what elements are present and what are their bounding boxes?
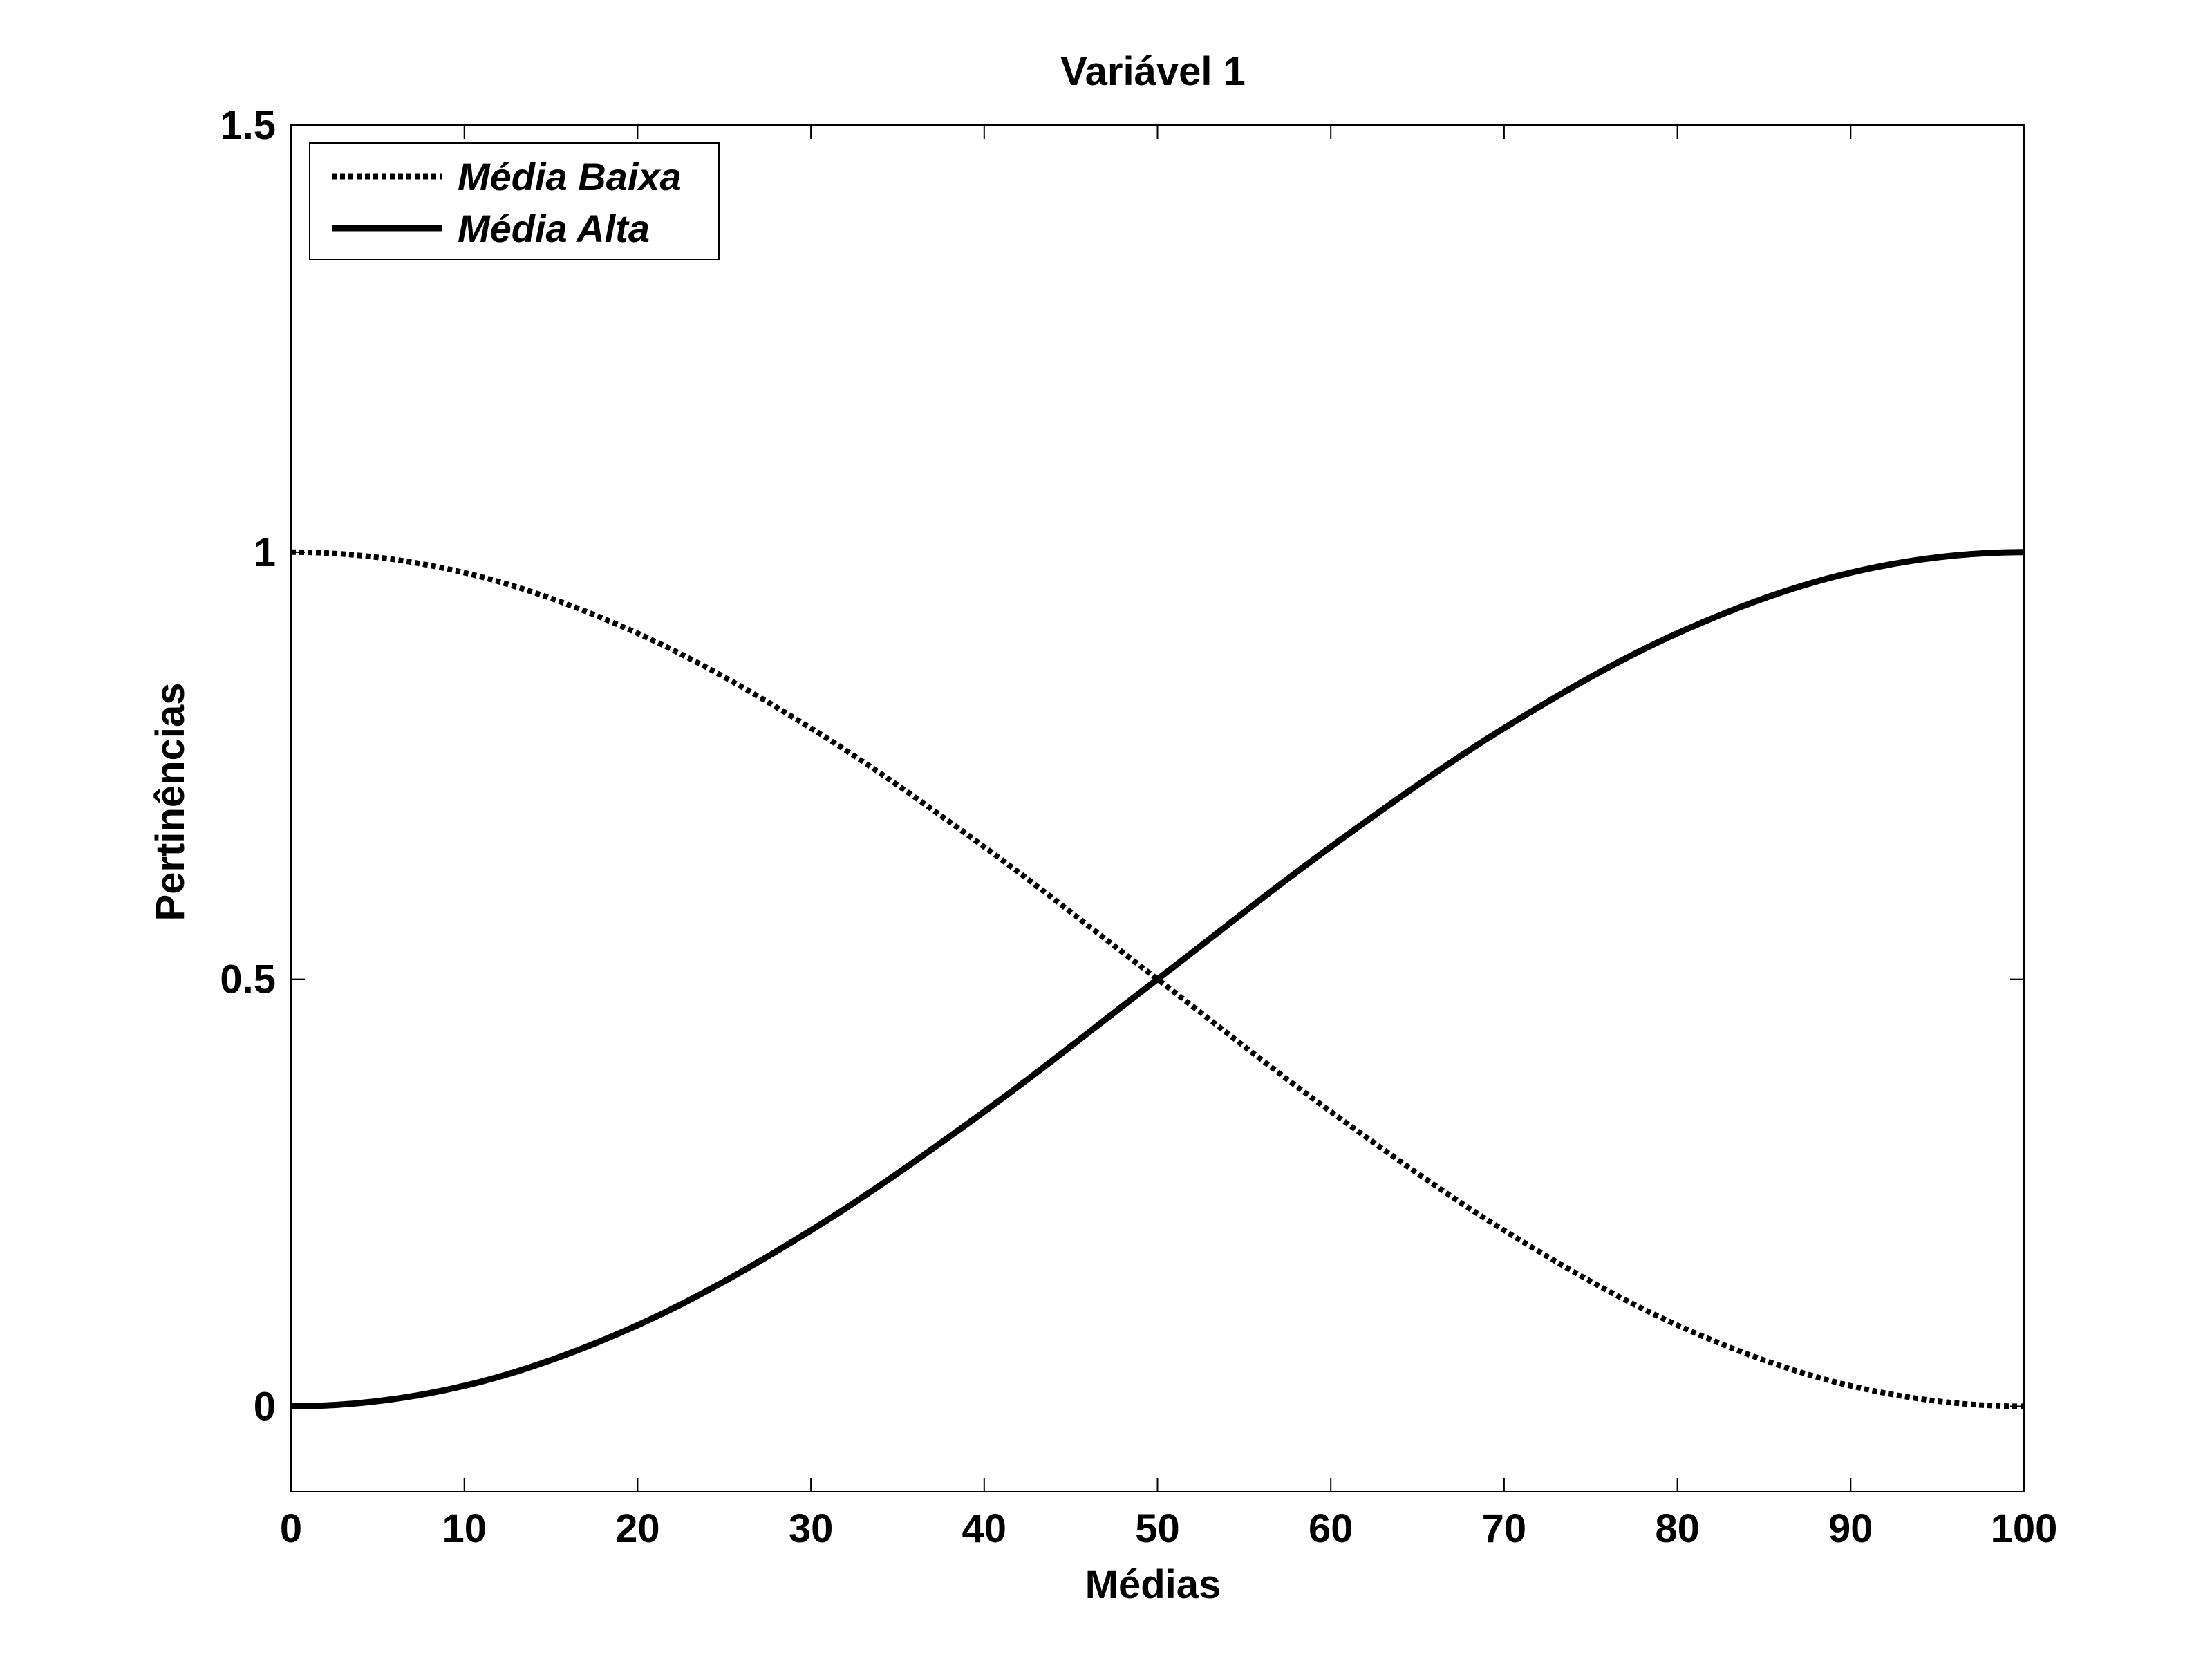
x-tick-label: 30 bbox=[789, 1506, 834, 1551]
y-tick-label: 1 bbox=[254, 530, 276, 575]
legend-box bbox=[309, 142, 720, 260]
legend-label-media-baixa: Média Baixa bbox=[458, 155, 682, 198]
x-tick-label: 50 bbox=[1135, 1506, 1180, 1551]
plot-layer bbox=[291, 549, 2024, 1409]
chart-title: Variável 1 bbox=[1060, 49, 1246, 94]
tick-layer: 0 10 20 30 40 50 60 70 80 90 100 0 0.5 1 1.5 bbox=[220, 103, 2057, 1551]
y-axis-label: Pertinências bbox=[148, 683, 193, 921]
legend-label-media-alta: Média Alta bbox=[458, 207, 650, 250]
x-tick-label: 10 bbox=[442, 1506, 487, 1551]
x-tick-label: 90 bbox=[1828, 1506, 1873, 1551]
x-tick-label: 0 bbox=[280, 1506, 302, 1551]
x-axis-label: Médias bbox=[1085, 1562, 1221, 1607]
x-tick-label: 40 bbox=[962, 1506, 1007, 1551]
x-tick-label: 80 bbox=[1655, 1506, 1700, 1551]
x-tick-label: 100 bbox=[1991, 1506, 2058, 1551]
series-line-media-alta bbox=[291, 549, 2024, 1409]
legend: Média Baixa Média Alta bbox=[309, 142, 720, 260]
x-tick-label: 20 bbox=[615, 1506, 660, 1551]
y-tick-label: 1.5 bbox=[220, 103, 276, 148]
x-tick-label: 70 bbox=[1482, 1506, 1527, 1551]
x-tick-label: 60 bbox=[1309, 1506, 1353, 1551]
y-tick-label: 0 bbox=[254, 1384, 276, 1429]
y-tick-label: 0.5 bbox=[220, 957, 276, 1002]
